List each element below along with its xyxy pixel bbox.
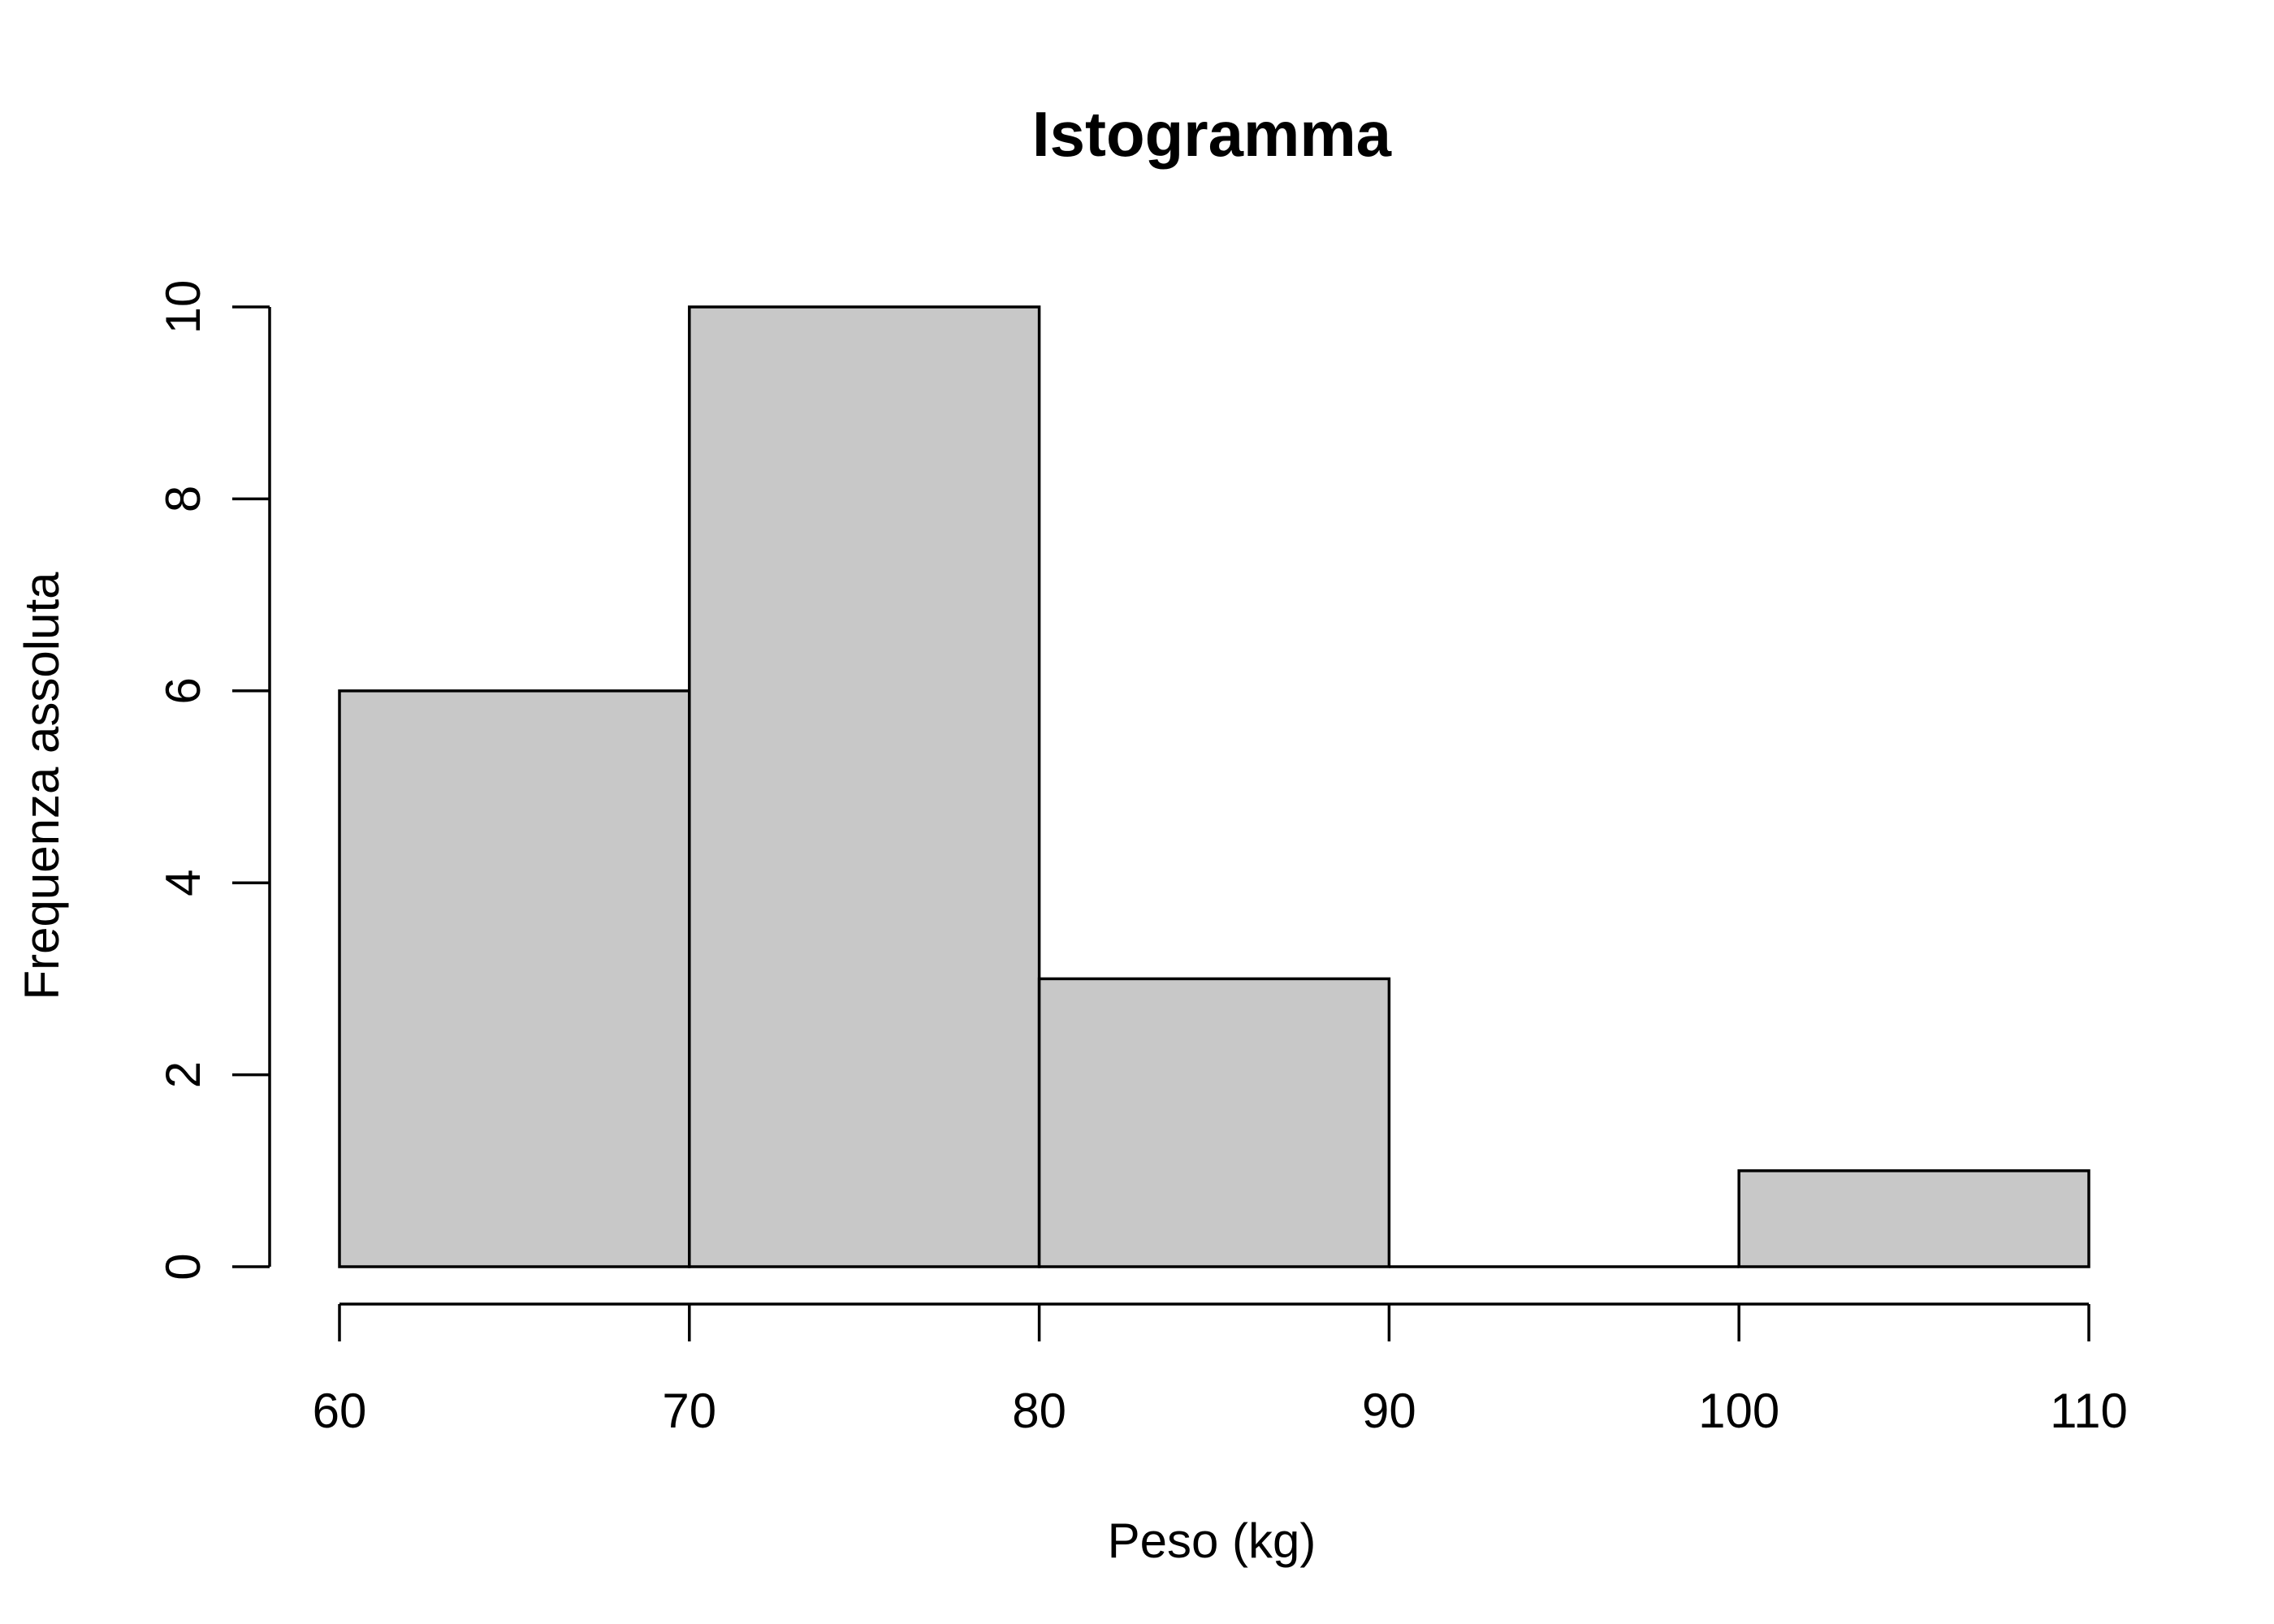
y-tick-label: 6 (156, 677, 210, 704)
y-axis-label: Frequenza assoluta (15, 572, 69, 1000)
x-axis-label: Peso (kg) (1108, 1514, 1316, 1568)
y-tick-label: 10 (156, 280, 210, 335)
y-tick-label: 2 (156, 1061, 210, 1088)
histogram-bar (338, 689, 691, 1268)
y-tick-label: 0 (156, 1253, 210, 1280)
chart-title: Istogramma (1032, 98, 1392, 170)
histogram-bar (688, 305, 1041, 1268)
histogram-bar (1737, 1169, 2090, 1268)
histogram-bar (1037, 977, 1391, 1268)
y-tick-label: 8 (156, 486, 210, 512)
x-axis: 60 70 80 90 100 110 (313, 1302, 2128, 1438)
y-tick-label: 4 (156, 870, 210, 896)
y-axis: 0 2 4 6 8 10 (156, 280, 271, 1281)
x-tick-label: 70 (662, 1384, 716, 1438)
x-tick-label: 90 (1362, 1384, 1416, 1438)
bars-group (338, 305, 2090, 1268)
x-tick-label: 80 (1012, 1384, 1066, 1438)
x-tick-label: 60 (313, 1384, 367, 1438)
x-tick-label: 100 (1698, 1384, 1779, 1438)
x-tick-label: 110 (2050, 1384, 2128, 1438)
